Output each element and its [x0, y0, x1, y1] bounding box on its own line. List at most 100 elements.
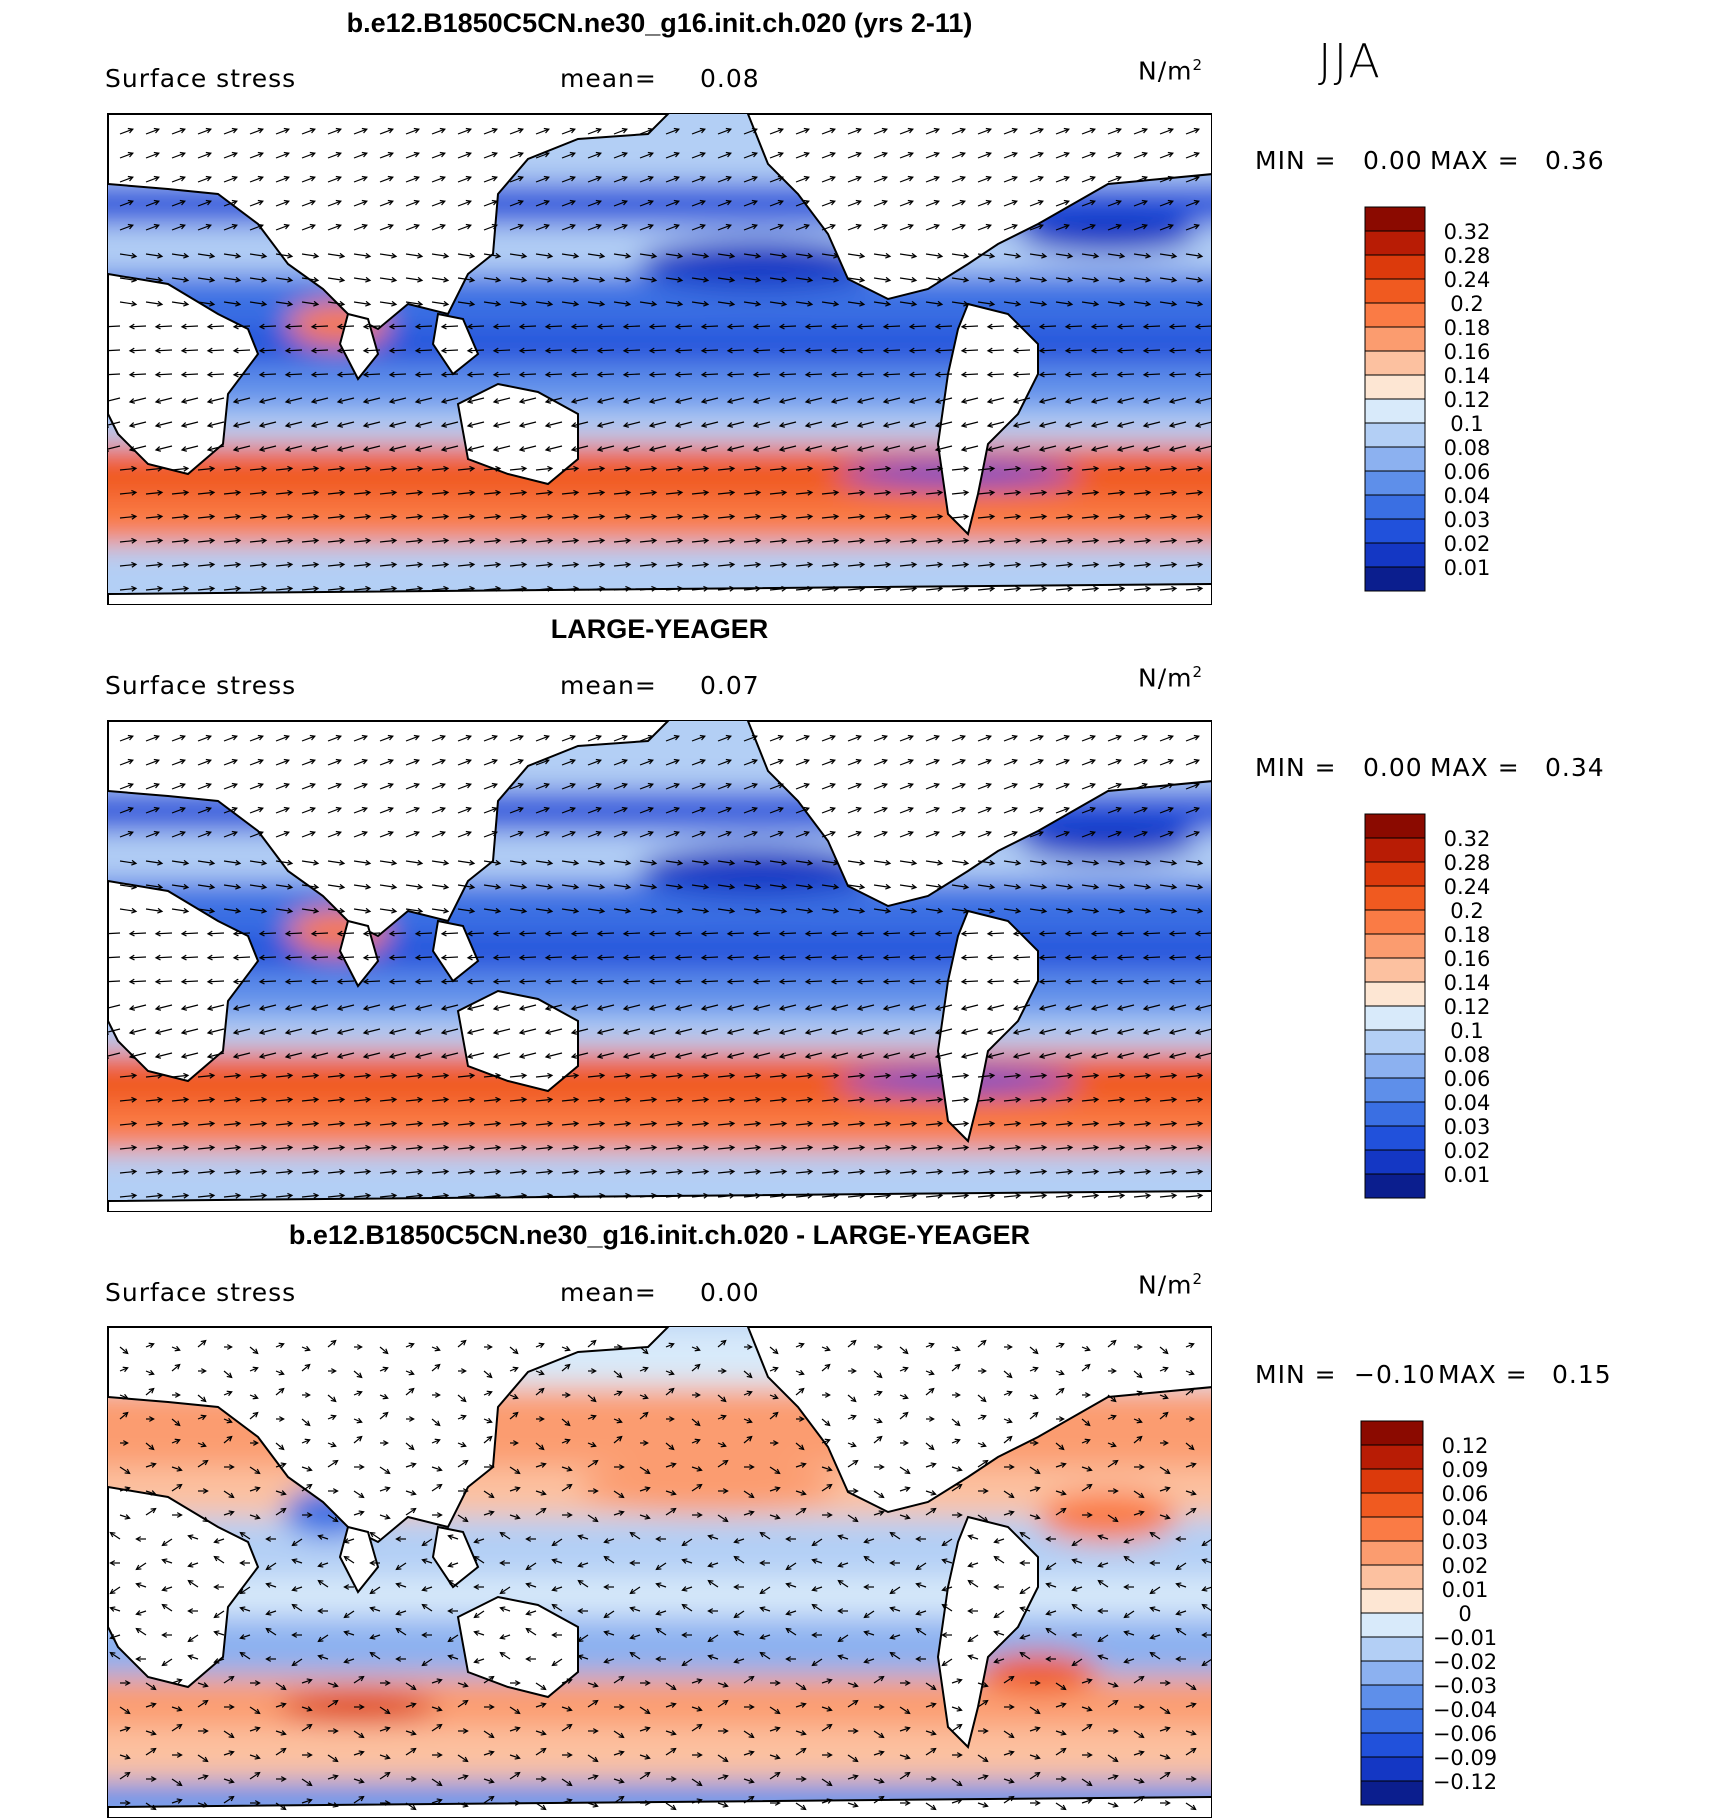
stress-band [108, 971, 1211, 1016]
panel-3-units: N/m2 [1138, 1270, 1204, 1300]
colorbar-box [1364, 254, 1426, 280]
africa [108, 1485, 260, 1689]
colorbar-box [1364, 518, 1426, 544]
colorbar-tick-label: −0.01 [1433, 1626, 1497, 1650]
colorbar-tick-label: −0.06 [1433, 1722, 1497, 1746]
panel-2-map-svg [108, 721, 1211, 1211]
colorbar-box [1360, 1684, 1424, 1710]
colorbar-box [1364, 278, 1426, 304]
colorbar-box [1360, 1636, 1424, 1662]
panel-2-units: N/m2 [1138, 663, 1204, 693]
north-america [746, 114, 1211, 301]
colorbar-box [1360, 1492, 1424, 1518]
colorbar-box [1364, 374, 1426, 400]
colorbar-tick-label: 0.14 [1444, 364, 1491, 388]
stress-band [108, 409, 1211, 444]
colorbar-tick-label: −0.09 [1433, 1746, 1497, 1770]
colorbar-box [1364, 494, 1426, 520]
colorbar-box [1360, 1612, 1424, 1638]
stress-band [108, 936, 1211, 971]
colorbar-box [1364, 1149, 1426, 1175]
colorbar-box [1360, 1660, 1424, 1686]
colorbar-box [1364, 1125, 1426, 1151]
stress-band [108, 499, 1211, 544]
australia [456, 989, 579, 1093]
panel-2-title: LARGE-YEAGER [550, 614, 769, 644]
colorbar-box [1364, 861, 1426, 887]
colorbar-tick-label: 0.01 [1444, 556, 1491, 580]
colorbar-tick-label: 0.02 [1444, 1139, 1491, 1163]
season-label: JJA [1318, 34, 1382, 88]
colorbar-tick-label: 0.06 [1442, 1482, 1489, 1506]
colorbar-tick-label: 0.02 [1444, 532, 1491, 556]
colorbar-box [1364, 909, 1426, 935]
colorbar-box [1364, 398, 1426, 424]
panel-2-max-value: 0.34 [1545, 753, 1605, 782]
colorbar-box [1360, 1732, 1424, 1758]
panel-3-title: b.e12.B1850C5CN.ne30_g16.init.ch.020 - L… [288, 1220, 1031, 1250]
panel-2-colorbar: 0.320.280.240.20.180.160.140.120.10.080.… [1364, 813, 1491, 1199]
australia [456, 382, 579, 486]
colorbar-box [1364, 230, 1426, 256]
antarctica [108, 1796, 1211, 1817]
colorbar-box [1360, 1420, 1424, 1446]
panel-3-variable: Surface stress [105, 1278, 297, 1307]
colorbar-box [1364, 542, 1426, 568]
stress-band [108, 881, 1211, 936]
colorbar-box [1364, 566, 1426, 592]
stress-band [108, 364, 1211, 409]
panel-2-min-value: 0.00 [1363, 753, 1423, 782]
panel-2-map [107, 720, 1212, 1212]
colorbar-box [1364, 326, 1426, 352]
panel-1-max-label: MAX = [1430, 146, 1520, 175]
panel-3-map [107, 1326, 1212, 1818]
eurasia [108, 1327, 670, 1544]
colorbar-box [1360, 1780, 1424, 1806]
colorbar-tick-label: 0.28 [1444, 851, 1491, 875]
colorbar-box [1364, 206, 1426, 232]
india [338, 919, 380, 988]
stress-band [108, 1106, 1211, 1151]
panel-1-title: b.e12.B1850C5CN.ne30_g16.init.ch.020 (yr… [346, 8, 973, 38]
colorbar-tick-label: 0.06 [1444, 1067, 1491, 1091]
colorbar-box [1360, 1516, 1424, 1542]
colorbar-tick-label: 0.03 [1444, 508, 1491, 532]
colorbar-box [1364, 885, 1426, 911]
colorbar-tick-label: 0.09 [1442, 1458, 1489, 1482]
colorbar-tick-label: 0.12 [1444, 995, 1491, 1019]
colorbar-box [1360, 1708, 1424, 1734]
colorbar-box [1360, 1564, 1424, 1590]
panel-1-min-value: 0.00 [1363, 146, 1423, 175]
colorbar-box [1364, 1005, 1426, 1031]
colorbar-tick-label: 0.16 [1444, 340, 1491, 364]
colorbar-box [1364, 446, 1426, 472]
panel-1-colorbar: 0.320.280.240.20.180.160.140.120.10.080.… [1364, 206, 1491, 592]
colorbar-tick-label: 0.12 [1444, 388, 1491, 412]
colorbar-box [1364, 813, 1426, 839]
australia [456, 1595, 579, 1699]
colorbar-box [1360, 1540, 1424, 1566]
colorbar-tick-label: 0.2 [1450, 292, 1483, 316]
stress-blob [638, 846, 878, 896]
colorbar-tick-label: −0.04 [1433, 1698, 1497, 1722]
colorbar-tick-label: 0.03 [1442, 1530, 1489, 1554]
stress-band [108, 329, 1211, 364]
panel-1-max-value: 0.36 [1545, 146, 1605, 175]
colorbar-box [1364, 1077, 1426, 1103]
colorbar-tick-label: 0.01 [1444, 1163, 1491, 1187]
colorbar-tick-label: 0.18 [1444, 923, 1491, 947]
colorbar-tick-label: 0.32 [1444, 827, 1491, 851]
colorbar-tick-label: 0 [1458, 1602, 1471, 1626]
colorbar-box [1360, 1756, 1424, 1782]
colorbar-tick-label: 0.28 [1444, 244, 1491, 268]
panel-1-map [107, 113, 1212, 605]
panel-1-mean-label: mean= [560, 64, 657, 93]
colorbar-tick-label: 0.14 [1444, 971, 1491, 995]
panel-1-map-svg [108, 114, 1211, 604]
colorbar-tick-label: 0.08 [1444, 1043, 1491, 1067]
southeast-asia [431, 1525, 480, 1589]
colorbar-tick-label: 0.2 [1450, 899, 1483, 923]
colorbar-box [1364, 837, 1426, 863]
colorbar-tick-label: 0.24 [1444, 875, 1491, 899]
stress-blob [578, 1462, 838, 1512]
